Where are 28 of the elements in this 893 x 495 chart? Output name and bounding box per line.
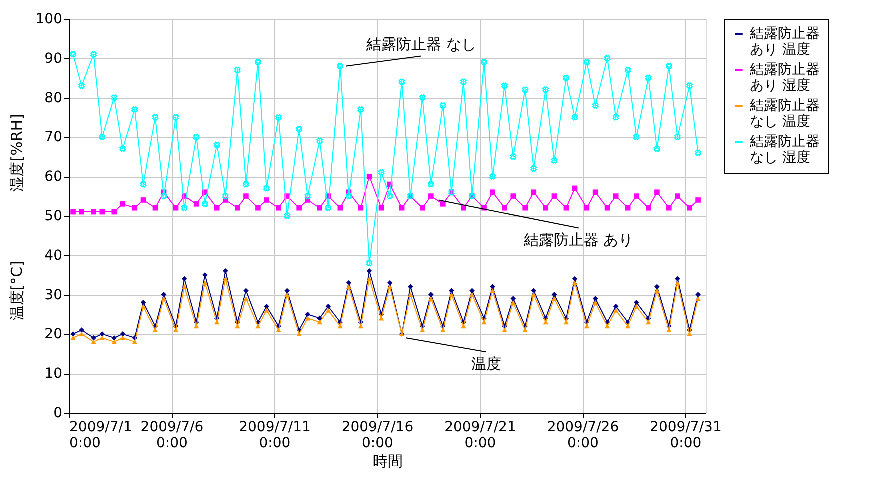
legend-label: 結露防止器なし 温度 bbox=[749, 98, 820, 130]
y-tick-label: 50 bbox=[44, 208, 62, 224]
y-tick-label: 20 bbox=[44, 326, 62, 343]
y-tick-label: 70 bbox=[44, 130, 62, 146]
y-tick-label: 90 bbox=[44, 50, 62, 67]
x-tick-label: 2009/7/1 0:00 bbox=[70, 420, 132, 452]
y-tick-label: 0 bbox=[54, 406, 62, 422]
annotation: 結露防止器 なし bbox=[366, 35, 476, 54]
annotation: 温度 bbox=[471, 355, 502, 374]
x-tick-label: 2009/7/26 0:00 bbox=[547, 420, 620, 452]
y-tick-label: 60 bbox=[44, 169, 62, 186]
x-tick-label: 2009/7/31 0:00 bbox=[650, 420, 722, 452]
y-tick-label: 10 bbox=[44, 366, 62, 382]
y-tick-label: 40 bbox=[44, 248, 62, 264]
y-axis-title: 温度[°C] bbox=[8, 261, 26, 321]
y-tick-label: 100 bbox=[36, 12, 62, 28]
y-tick-label: 30 bbox=[44, 287, 62, 304]
text: 湿度[%RH] bbox=[8, 114, 26, 192]
x-tick-label: 2009/7/16 0:00 bbox=[342, 420, 414, 452]
y-tick-label: 80 bbox=[44, 90, 62, 106]
legend-label: 結露防止器あり 温度 bbox=[749, 26, 820, 58]
x-axis-title: 時間 bbox=[373, 452, 403, 470]
x-tick-label: 2009/7/11 0:00 bbox=[239, 420, 311, 452]
annotation: 結露防止器 あり bbox=[522, 231, 634, 250]
legend-label: 結露防止器あり 湿度 bbox=[749, 62, 820, 94]
x-tick-label: 2009/7/21 0:00 bbox=[444, 420, 516, 452]
legend-label: 結露防止器なし 湿度 bbox=[749, 134, 820, 166]
x-tick-label: 2009/7/6 0:00 bbox=[140, 420, 204, 452]
